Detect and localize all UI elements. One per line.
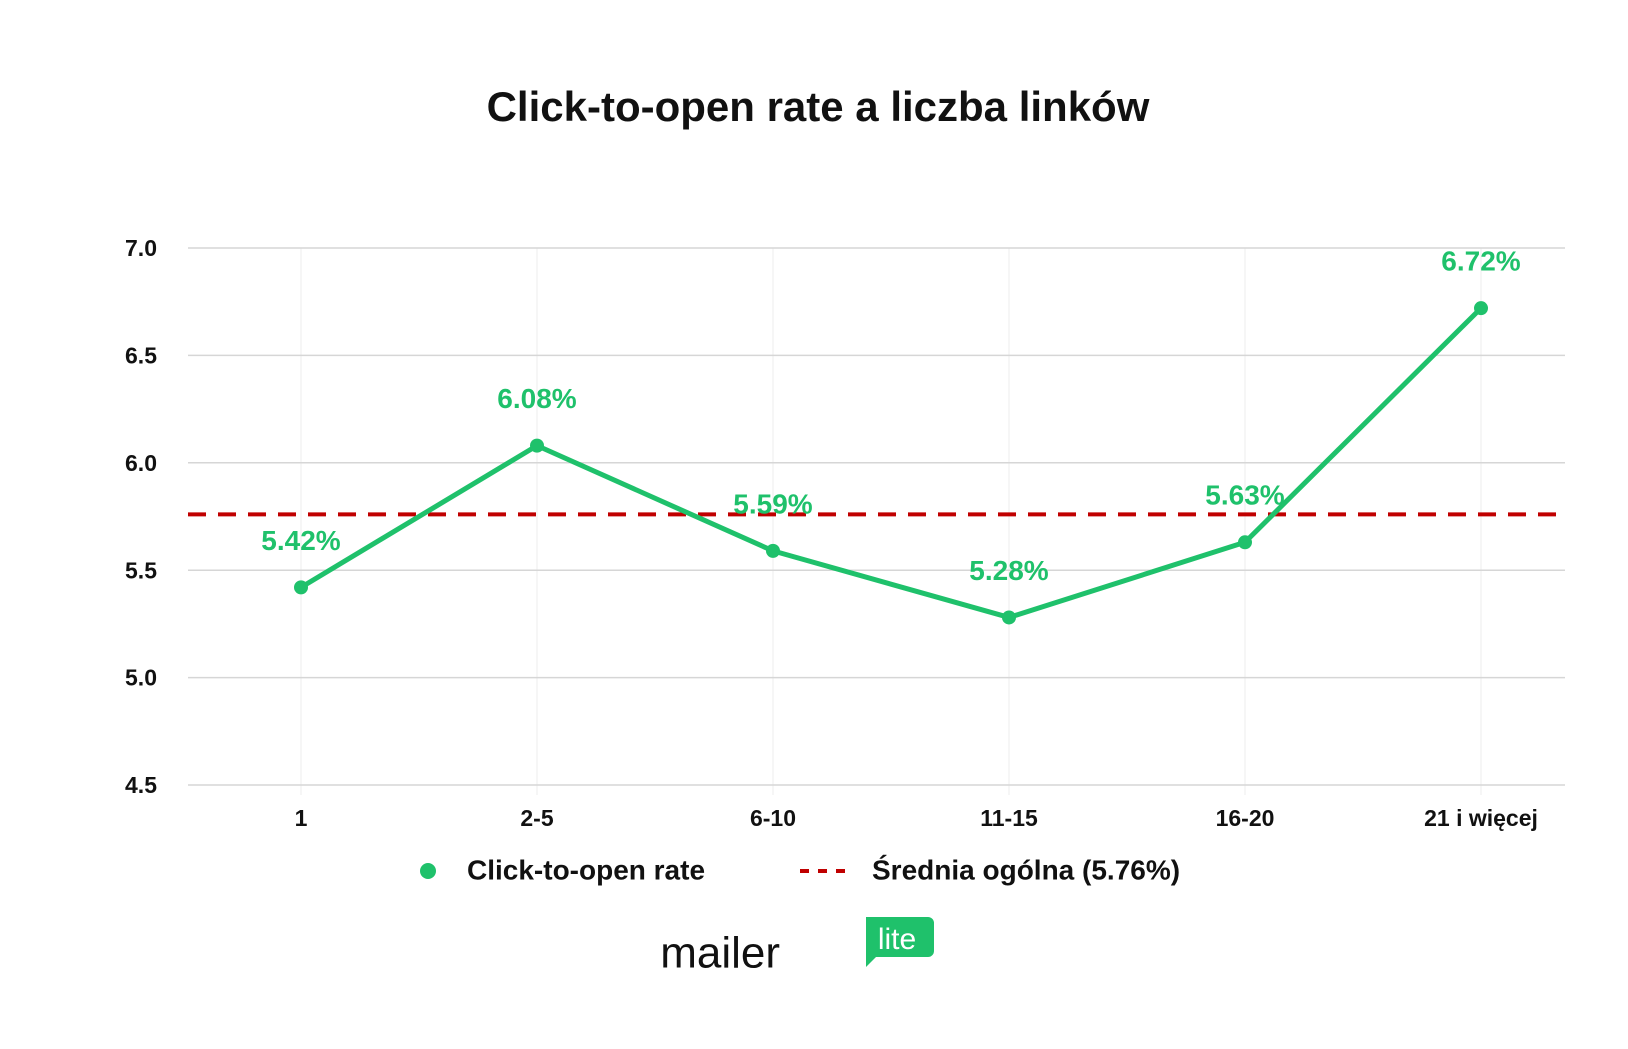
data-label: 6.72%	[1441, 246, 1520, 277]
point	[530, 438, 544, 453]
logo-text: mailer	[660, 929, 780, 978]
point	[294, 580, 308, 595]
x-tick-label: 1	[295, 805, 308, 831]
point	[1002, 610, 1016, 625]
data-label: 5.42%	[261, 525, 340, 556]
point	[766, 543, 780, 558]
point	[1474, 301, 1488, 316]
x-tick-label: 21 i więcej	[1424, 805, 1538, 831]
logo-badge-text: lite	[878, 923, 916, 956]
y-tick-label: 6.0	[125, 450, 157, 476]
point	[1238, 535, 1252, 550]
chart-title: Click-to-open rate a liczba linków	[487, 83, 1150, 130]
x-tick-label: 2-5	[520, 805, 553, 831]
data-label: 5.59%	[733, 488, 812, 519]
data-label: 5.63%	[1205, 480, 1284, 511]
x-tick-label: 6-10	[750, 805, 796, 831]
legend-marker	[420, 863, 436, 879]
line	[299, 306, 1483, 620]
y-tick-label: 6.5	[125, 342, 157, 368]
y-tick-label: 5.5	[125, 557, 157, 583]
logo-badge	[866, 917, 934, 967]
x-tick-label: 16-20	[1216, 805, 1275, 831]
data-label: 6.08%	[497, 383, 576, 414]
legend-label: Click-to-open rate	[467, 854, 705, 885]
y-tick-label: 5.0	[125, 665, 157, 691]
legend-label: Średnia ogólna (5.76%)	[872, 854, 1180, 885]
logo: mailer lite	[660, 917, 934, 978]
x-tick-label: 11-15	[980, 805, 1038, 831]
y-tick-label: 4.5	[125, 772, 157, 798]
y-tick-label: 7.0	[125, 235, 157, 261]
data-label: 5.28%	[969, 555, 1048, 586]
